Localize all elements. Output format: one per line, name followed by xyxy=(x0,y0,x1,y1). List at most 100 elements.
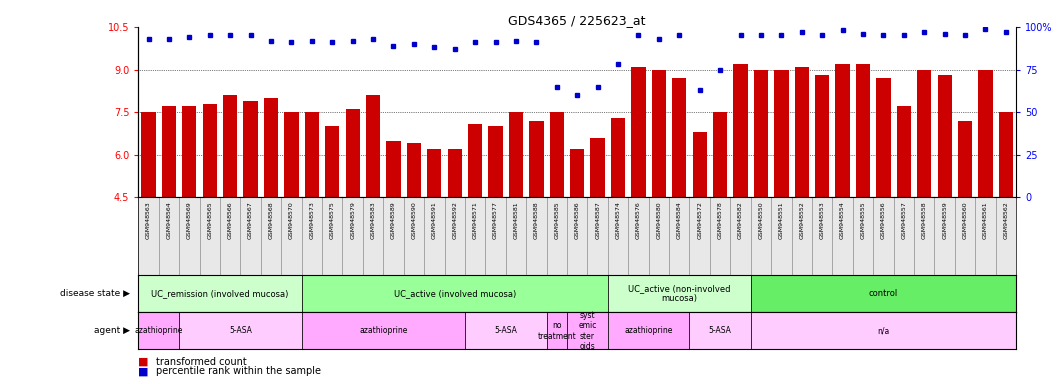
Text: GSM948578: GSM948578 xyxy=(717,201,722,239)
Bar xyxy=(448,149,462,197)
Bar xyxy=(488,126,502,197)
FancyBboxPatch shape xyxy=(445,197,465,275)
Bar xyxy=(958,121,972,197)
Text: GSM948582: GSM948582 xyxy=(738,201,743,239)
Bar xyxy=(753,70,768,197)
Bar xyxy=(386,141,401,197)
FancyBboxPatch shape xyxy=(301,275,608,312)
Text: 5-ASA: 5-ASA xyxy=(709,326,732,335)
Text: GSM948567: GSM948567 xyxy=(248,201,253,239)
FancyBboxPatch shape xyxy=(710,197,730,275)
Text: azathioprine: azathioprine xyxy=(134,326,183,335)
Bar xyxy=(652,70,666,197)
FancyBboxPatch shape xyxy=(669,197,689,275)
Bar xyxy=(509,112,523,197)
FancyBboxPatch shape xyxy=(954,197,976,275)
FancyBboxPatch shape xyxy=(934,197,954,275)
Text: UC_remission (involved mucosa): UC_remission (involved mucosa) xyxy=(151,289,288,298)
FancyBboxPatch shape xyxy=(301,312,465,349)
FancyBboxPatch shape xyxy=(179,197,200,275)
Text: GSM948551: GSM948551 xyxy=(779,201,784,239)
Text: GSM948592: GSM948592 xyxy=(452,201,458,239)
FancyBboxPatch shape xyxy=(608,197,628,275)
Text: GSM948555: GSM948555 xyxy=(861,201,865,239)
FancyBboxPatch shape xyxy=(832,197,853,275)
Text: n/a: n/a xyxy=(878,326,890,335)
FancyBboxPatch shape xyxy=(465,197,485,275)
Bar xyxy=(693,132,706,197)
Text: GSM948571: GSM948571 xyxy=(472,201,478,239)
FancyBboxPatch shape xyxy=(996,197,1016,275)
Bar xyxy=(672,78,686,197)
Bar xyxy=(897,106,911,197)
Bar xyxy=(223,95,237,197)
FancyBboxPatch shape xyxy=(138,275,301,312)
Text: UC_active (non-involved
mucosa): UC_active (non-involved mucosa) xyxy=(628,284,731,303)
Text: GSM948561: GSM948561 xyxy=(983,201,988,239)
FancyBboxPatch shape xyxy=(363,197,383,275)
Text: GSM948560: GSM948560 xyxy=(963,201,967,239)
Bar xyxy=(570,149,584,197)
FancyBboxPatch shape xyxy=(567,197,587,275)
FancyBboxPatch shape xyxy=(425,197,445,275)
FancyBboxPatch shape xyxy=(261,197,281,275)
Bar xyxy=(713,112,728,197)
FancyBboxPatch shape xyxy=(689,312,751,349)
Bar xyxy=(937,75,952,197)
Bar xyxy=(162,106,176,197)
Text: GSM948558: GSM948558 xyxy=(921,201,927,239)
FancyBboxPatch shape xyxy=(383,197,403,275)
Text: GSM948563: GSM948563 xyxy=(146,201,151,239)
Text: GSM948583: GSM948583 xyxy=(370,201,376,239)
Bar xyxy=(304,112,319,197)
FancyBboxPatch shape xyxy=(343,197,363,275)
Text: GSM948577: GSM948577 xyxy=(493,201,498,239)
Text: ■: ■ xyxy=(138,366,149,376)
FancyBboxPatch shape xyxy=(200,197,220,275)
Bar xyxy=(326,126,339,197)
Bar xyxy=(264,98,278,197)
FancyBboxPatch shape xyxy=(567,312,608,349)
Text: GSM948562: GSM948562 xyxy=(1003,201,1009,239)
FancyBboxPatch shape xyxy=(628,197,649,275)
Text: GSM948552: GSM948552 xyxy=(799,201,804,239)
FancyBboxPatch shape xyxy=(527,197,547,275)
Text: GSM948550: GSM948550 xyxy=(759,201,764,239)
Bar xyxy=(733,64,748,197)
Text: GSM948584: GSM948584 xyxy=(677,201,682,239)
Bar xyxy=(611,118,626,197)
Bar xyxy=(142,112,155,197)
FancyBboxPatch shape xyxy=(547,197,567,275)
FancyBboxPatch shape xyxy=(914,197,934,275)
Bar xyxy=(999,112,1013,197)
Text: GSM948574: GSM948574 xyxy=(616,201,620,239)
FancyBboxPatch shape xyxy=(138,197,159,275)
FancyBboxPatch shape xyxy=(403,197,425,275)
Text: GSM948576: GSM948576 xyxy=(636,201,641,239)
Text: control: control xyxy=(869,289,898,298)
Text: GSM948581: GSM948581 xyxy=(514,201,518,239)
Bar xyxy=(284,112,299,197)
FancyBboxPatch shape xyxy=(689,197,710,275)
Text: GSM948553: GSM948553 xyxy=(819,201,825,239)
Text: no
treatment: no treatment xyxy=(537,321,577,341)
Text: GSM948568: GSM948568 xyxy=(268,201,273,239)
Text: GSM948559: GSM948559 xyxy=(942,201,947,239)
Bar xyxy=(877,78,891,197)
Text: GSM948585: GSM948585 xyxy=(554,201,560,239)
FancyBboxPatch shape xyxy=(587,197,608,275)
Text: GSM948565: GSM948565 xyxy=(207,201,213,239)
Bar xyxy=(815,75,829,197)
Bar xyxy=(979,70,993,197)
FancyBboxPatch shape xyxy=(792,197,812,275)
Bar xyxy=(855,64,870,197)
FancyBboxPatch shape xyxy=(138,312,179,349)
FancyBboxPatch shape xyxy=(751,197,771,275)
Text: GSM948557: GSM948557 xyxy=(901,201,907,239)
Text: syst
emic
ster
oids: syst emic ster oids xyxy=(578,311,597,351)
FancyBboxPatch shape xyxy=(159,197,179,275)
Bar xyxy=(550,112,564,197)
Text: GSM948589: GSM948589 xyxy=(390,201,396,239)
FancyBboxPatch shape xyxy=(874,197,894,275)
Text: GSM948564: GSM948564 xyxy=(166,201,171,239)
